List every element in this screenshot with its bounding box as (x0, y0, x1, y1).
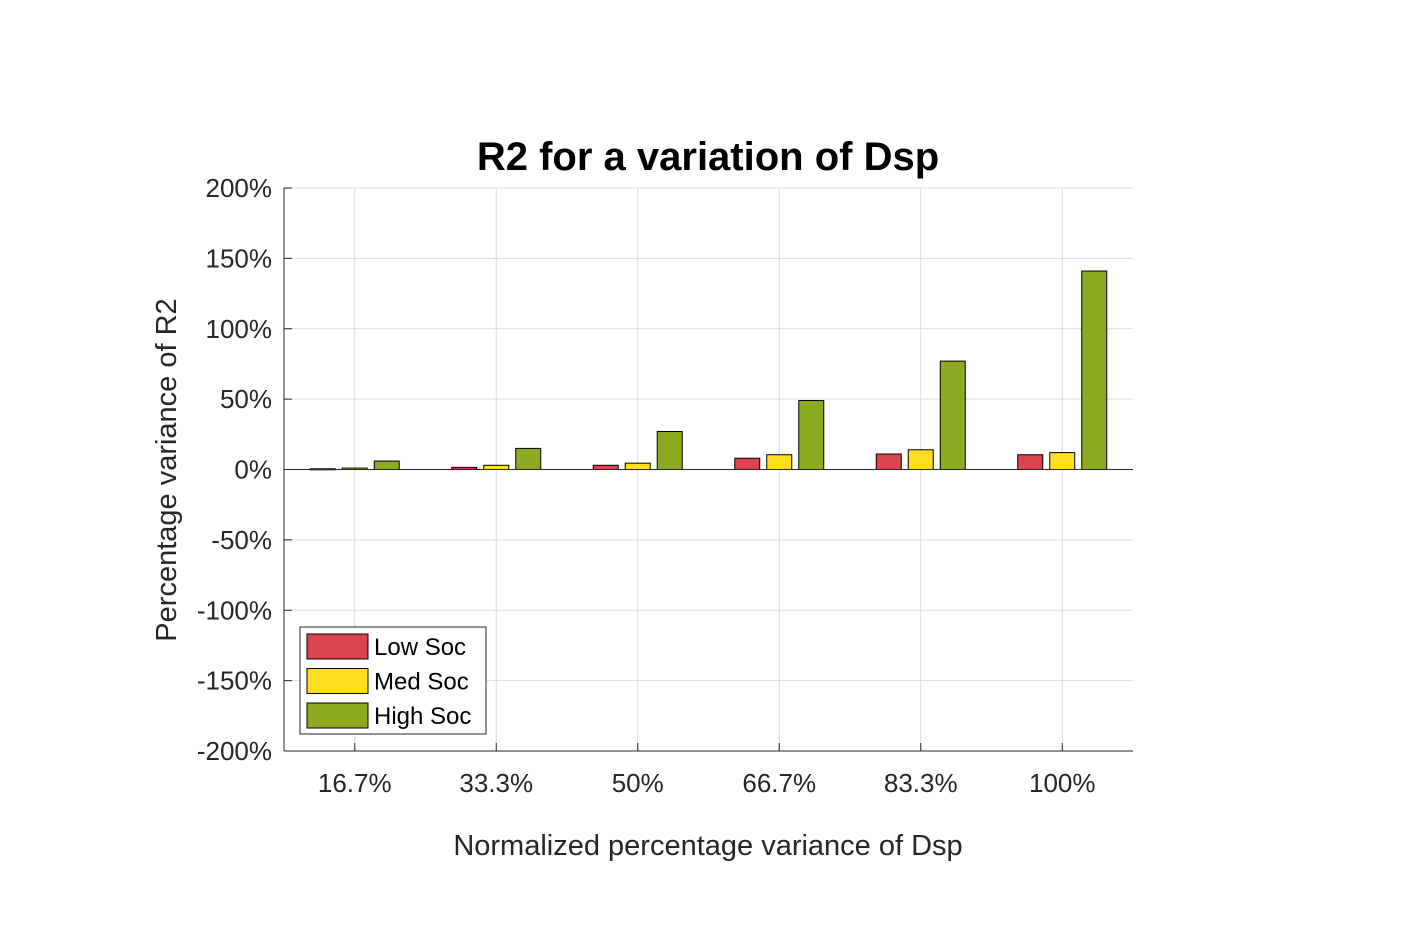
bar-med-soc (766, 454, 793, 471)
legend-swatch (306, 633, 369, 660)
bar-low-soc (1017, 454, 1044, 471)
y-axis-label: Percentage variance of R2 (151, 298, 183, 641)
tick-labels: -200% -150% -100% -50% 0% 50% 100% 150% 200% 16.7… (197, 173, 1096, 798)
bar-med-soc (624, 462, 651, 471)
bar-med-soc (907, 449, 934, 471)
y-tick-label: -100% (197, 595, 272, 625)
legend-label: High Soc (374, 703, 471, 730)
x-axis-label: Normalized percentage variance of Dsp (453, 830, 962, 862)
x-tick-label: 100% (1029, 768, 1096, 798)
y-tick-label: 200% (206, 173, 273, 203)
bar-high-soc (798, 400, 825, 470)
bar-low-soc (734, 457, 761, 470)
legend-swatch (306, 668, 369, 694)
bar-low-soc (875, 453, 902, 470)
bar-high-soc (1081, 270, 1108, 471)
bar-med-soc (1049, 452, 1076, 470)
x-tick-label: 83.3% (884, 768, 958, 798)
bar-high-soc (939, 360, 966, 470)
x-tick-label: 66.7% (742, 768, 816, 798)
bar-high-soc (515, 447, 542, 471)
x-tick-label: 50% (612, 768, 664, 798)
bar-high-soc (373, 460, 400, 470)
bar-low-soc (592, 464, 619, 470)
bar-med-soc (483, 464, 510, 470)
legend-label: Low Soc (374, 634, 466, 661)
y-tick-label: -50% (211, 525, 272, 555)
y-tick-label: 100% (206, 314, 273, 344)
legend-label: Med Soc (374, 669, 469, 696)
legend: Low Soc Med Soc High Soc (299, 626, 487, 735)
legend-swatch (306, 702, 369, 729)
bars (309, 270, 1108, 471)
bar-high-soc (656, 430, 683, 470)
y-tick-label: 50% (220, 384, 272, 414)
y-tick-label: -150% (197, 666, 272, 696)
y-tick-label: 150% (206, 243, 273, 273)
y-tick-label: -200% (197, 736, 272, 766)
chart-title: R2 for a variation of Dsp (477, 135, 939, 179)
x-tick-label: 33.3% (459, 768, 533, 798)
x-tick-label: 16.7% (318, 768, 392, 798)
axes (283, 187, 1133, 752)
y-tick-label: 0% (234, 455, 272, 485)
